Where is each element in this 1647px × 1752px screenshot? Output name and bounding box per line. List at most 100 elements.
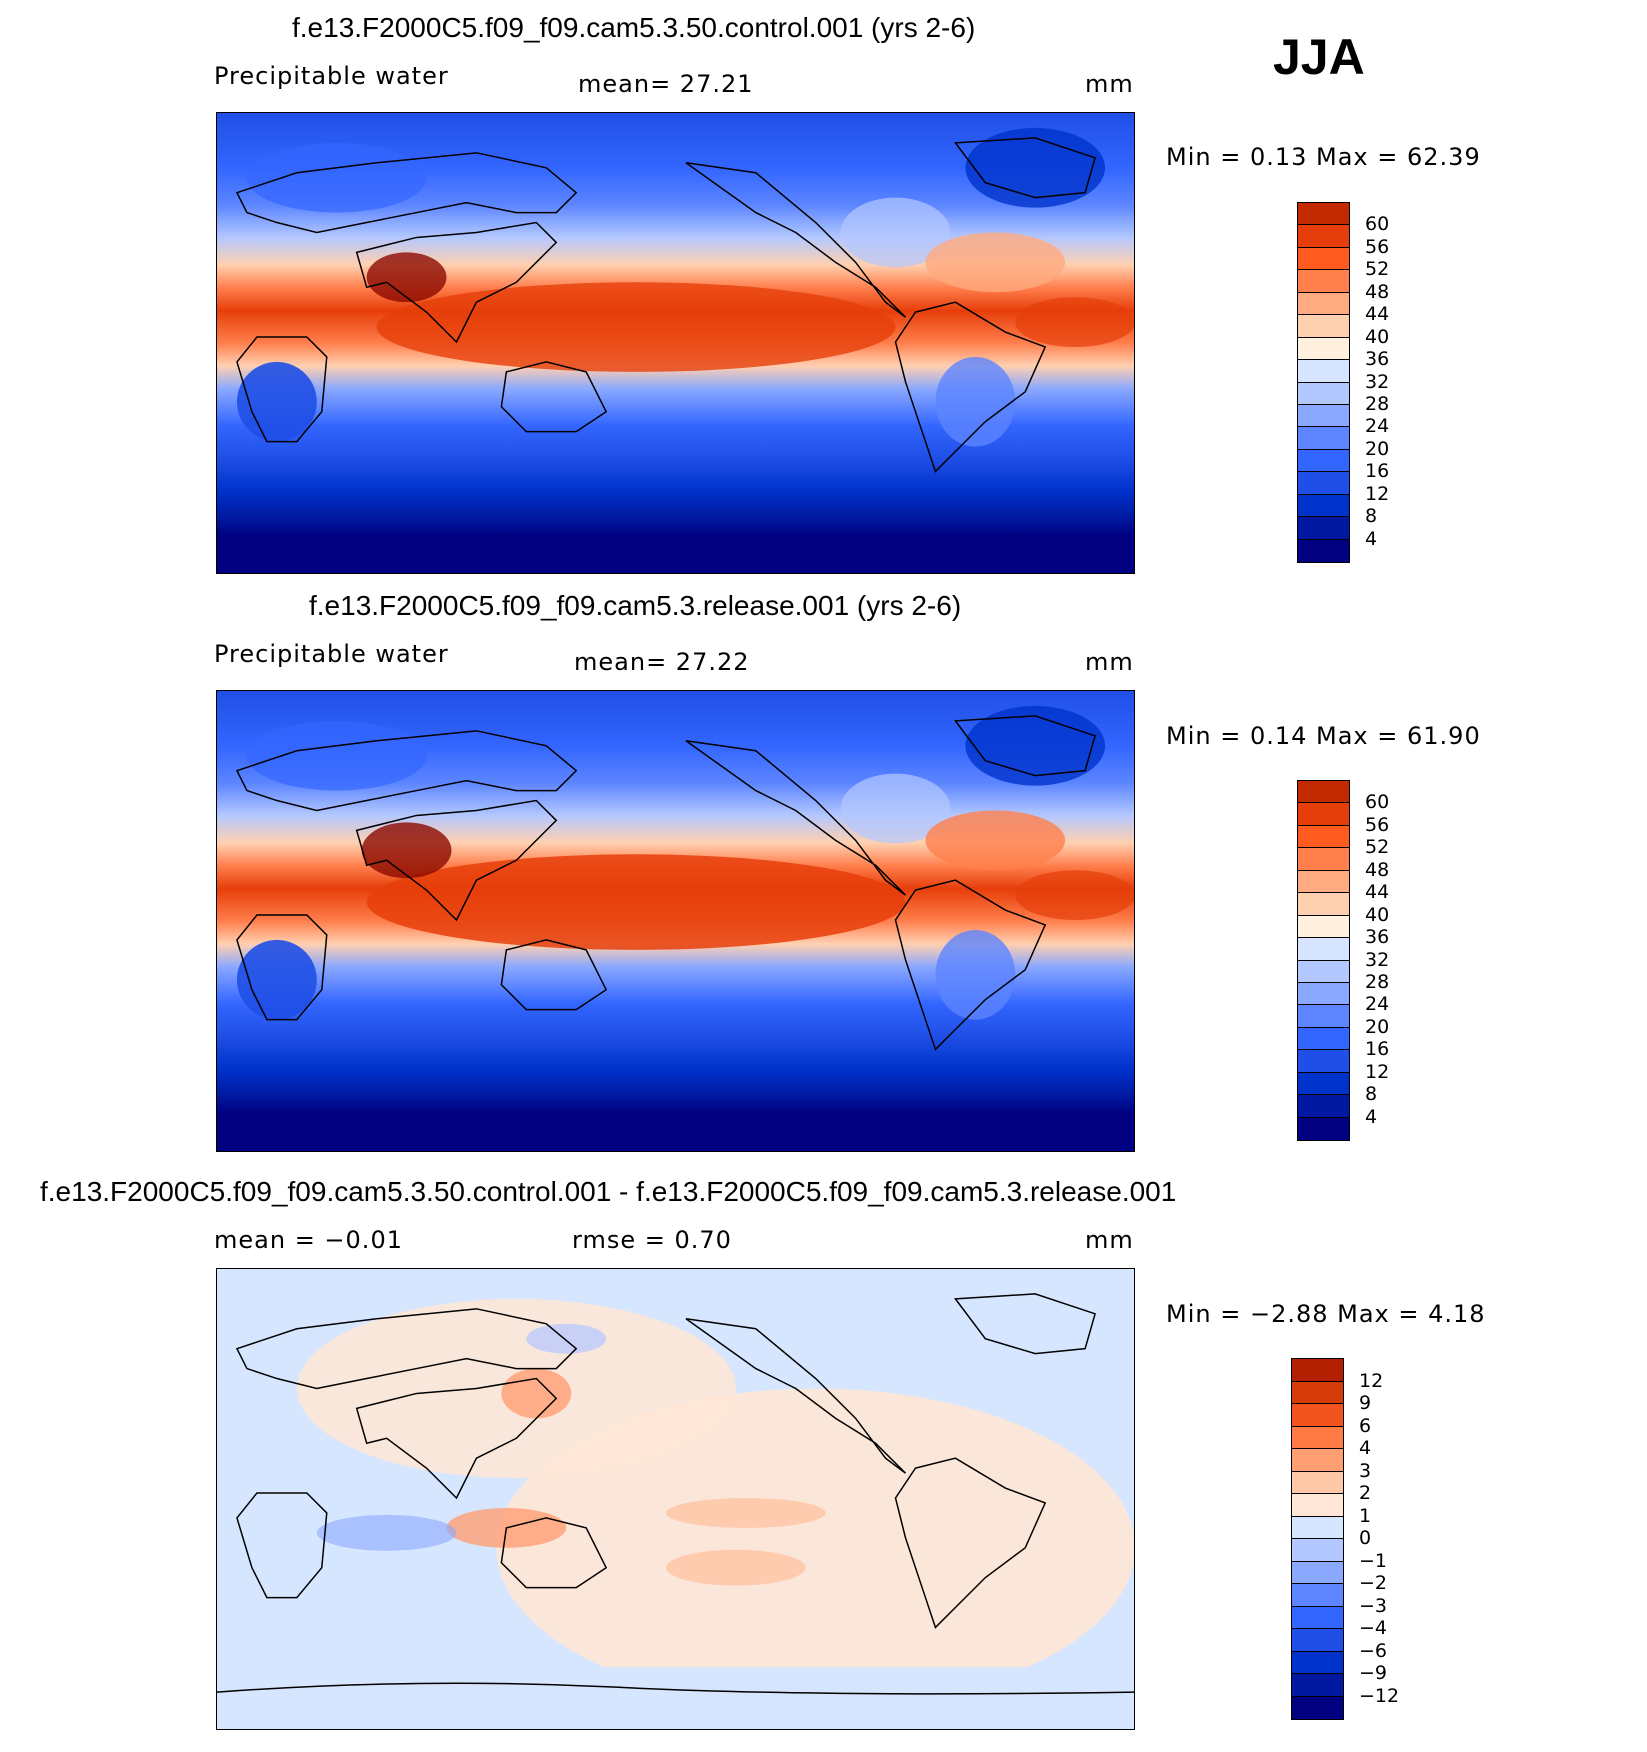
colorbar-tick-label: 2 [1359,1482,1372,1504]
colorbar-segment [1292,1359,1343,1382]
panel-1-map [216,112,1135,574]
panel-1-variable-label: Precipitable water [214,62,449,90]
colorbar-tick-label: 8 [1365,1083,1378,1106]
panel-1-minmax: Min = 0.13 Max = 62.39 [1166,143,1481,171]
colorbar-tick-label: 24 [1365,993,1390,1016]
colorbar-segment [1298,404,1349,428]
colorbar-segment [1298,893,1349,916]
colorbar-segment [1298,848,1349,871]
colorbar-segment [1298,203,1349,226]
colorbar-tick-label: 16 [1365,1038,1390,1061]
colorbar-tick-label: −12 [1359,1684,1400,1707]
colorbar-tick-label: 24 [1365,415,1390,438]
colorbar-tick-label: 12 [1365,482,1390,505]
panel-2-colorbar-labels: 60 56 52 48 44 40 36 32 28 24 20 16 12 8 4 [1365,780,1425,1141]
colorbar-tick-label: 12 [1365,1060,1390,1083]
colorbar-tick-label: 4 [1359,1437,1372,1459]
colorbar-segment [1298,247,1349,271]
colorbar-tick-label: 52 [1365,836,1390,859]
colorbar-tick-label: 56 [1365,235,1390,258]
colorbar-segment [1292,1516,1343,1539]
colorbar-segment [1298,825,1349,849]
panel-2-units-label: mm [1085,648,1134,676]
colorbar-tick-label: 9 [1359,1392,1372,1414]
panel-2-colorbar [1297,780,1350,1141]
colorbar-segment [1298,382,1349,405]
colorbar-segment [1292,1561,1343,1584]
colorbar-tick-label: 0 [1359,1527,1372,1549]
colorbar-segment [1298,270,1349,293]
colorbar-tick-label: 16 [1365,460,1390,483]
panel-3-colorbar [1291,1358,1344,1720]
colorbar-tick-label: 8 [1365,505,1378,528]
colorbar-tick-label: 44 [1365,881,1390,904]
colorbar-tick-label: −1 [1359,1549,1388,1572]
colorbar-segment [1298,472,1349,495]
colorbar-segment [1298,1027,1349,1051]
colorbar-tick-label: −2 [1359,1572,1388,1594]
panel-2-mean-label: mean= 27.22 [574,648,750,676]
panel-3-rmse-label: rmse = 0.70 [572,1226,732,1254]
colorbar-tick-label: 4 [1365,1105,1378,1128]
panel-2-variable-label: Precipitable water [214,640,449,668]
season-label: JJA [1273,29,1365,85]
colorbar-tick-label: 28 [1365,970,1390,993]
colorbar-segment [1298,517,1349,540]
panel-2-title: f.e13.F2000C5.f09_f09.cam5.3.release.001… [309,590,962,621]
colorbar-tick-label: 32 [1365,370,1390,393]
colorbar-segment [1298,539,1349,562]
colorbar-tick-label: 6 [1359,1414,1372,1437]
colorbar-segment [1292,1696,1343,1719]
colorbar-segment [1298,1005,1349,1028]
colorbar-segment [1292,1584,1343,1607]
colorbar-segment [1298,1095,1349,1118]
panel-2-minmax: Min = 0.14 Max = 61.90 [1166,722,1481,750]
panel-2-map-svg [217,691,1134,1151]
colorbar-segment [1298,292,1349,316]
colorbar-segment [1292,1449,1343,1472]
colorbar-tick-label: 60 [1365,791,1390,814]
colorbar-segment [1298,225,1349,248]
colorbar-segment [1298,494,1349,518]
panel-1-colorbar-labels: 60 56 52 48 44 40 36 32 28 24 20 16 12 8 4 [1365,202,1425,563]
colorbar-segment [1292,1606,1343,1629]
colorbar-tick-label: 60 [1365,213,1390,236]
panel-3-map-svg [217,1269,1134,1729]
colorbar-tick-label: 28 [1365,392,1390,415]
colorbar-segment [1298,938,1349,961]
panel-1-colorbar [1297,202,1350,563]
colorbar-segment [1298,982,1349,1006]
colorbar-tick-label: 3 [1359,1459,1372,1482]
colorbar-segment [1292,1629,1343,1652]
colorbar-segment [1292,1494,1343,1517]
colorbar-tick-label: 12 [1359,1369,1384,1392]
colorbar-tick-label: −9 [1359,1662,1388,1684]
colorbar-segment [1298,315,1349,338]
colorbar-tick-label: −3 [1359,1594,1388,1617]
colorbar-segment [1298,427,1349,450]
panel-3-map [216,1268,1135,1730]
colorbar-segment [1292,1471,1343,1494]
colorbar-segment [1298,360,1349,383]
colorbar-segment [1298,803,1349,826]
colorbar-tick-label: 36 [1365,348,1390,371]
colorbar-tick-label: 40 [1365,325,1390,348]
panel-3-minmax: Min = −2.88 Max = 4.18 [1166,1300,1486,1328]
colorbar-segment [1298,960,1349,983]
panel-1-map-svg [217,113,1134,573]
colorbar-tick-label: −4 [1359,1617,1388,1639]
colorbar-tick-label: 36 [1365,926,1390,949]
panel-1-units-label: mm [1085,70,1134,98]
colorbar-segment [1292,1539,1343,1562]
colorbar-tick-label: 52 [1365,258,1390,281]
colorbar-segment [1298,915,1349,939]
colorbar-segment [1298,781,1349,804]
panel-2-map [216,690,1135,1152]
colorbar-segment [1298,870,1349,894]
panel-1-mean-label: mean= 27.21 [578,70,754,98]
colorbar-tick-label: 20 [1365,437,1390,460]
colorbar-segment [1298,1117,1349,1140]
colorbar-segment [1292,1651,1343,1674]
colorbar-tick-label: 4 [1365,527,1378,550]
colorbar-tick-label: 40 [1365,903,1390,926]
